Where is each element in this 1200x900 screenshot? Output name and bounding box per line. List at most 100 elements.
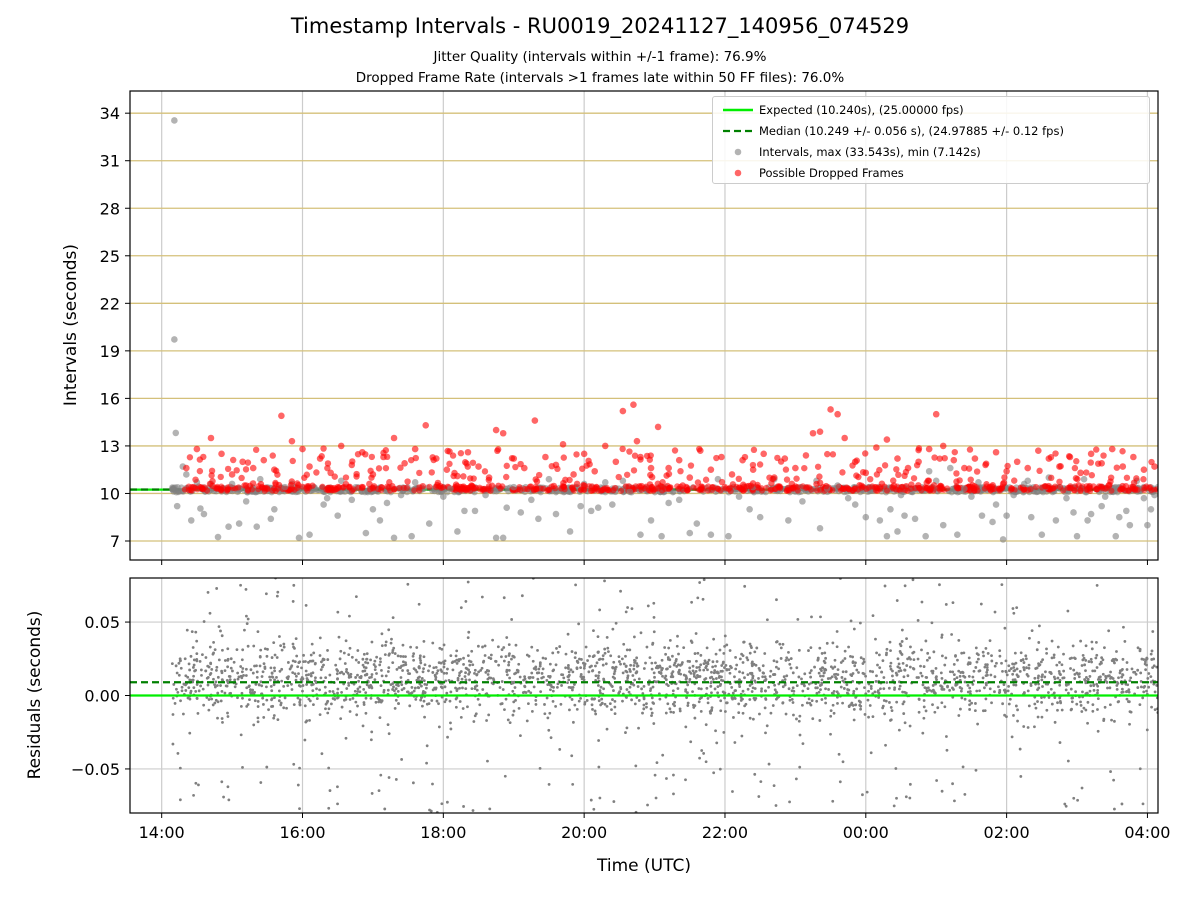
residual-point (668, 665, 672, 669)
residual-point (231, 669, 234, 673)
dropped-frame-point (252, 446, 260, 454)
dropped-frame-point (1004, 462, 1011, 470)
dropped-frame-point (925, 445, 933, 453)
dropped-frame-point (521, 485, 528, 493)
interval-point (1147, 505, 1155, 513)
dropped-frame-point (727, 487, 734, 494)
residual-point (279, 703, 283, 707)
residual-point (740, 652, 743, 656)
interval-point (594, 504, 602, 512)
residual-point (321, 665, 324, 669)
residual-point (219, 629, 222, 633)
residual-point (894, 671, 898, 675)
interval-point (989, 518, 996, 526)
residual-point (199, 668, 203, 672)
residual-point (270, 689, 274, 693)
residual-point (825, 641, 829, 645)
residual-point (1041, 658, 1045, 661)
residual-point (574, 651, 577, 655)
residual-point (442, 665, 446, 669)
residual-point (933, 710, 937, 714)
residual-point (244, 667, 248, 671)
dropped-frame-point (829, 486, 836, 494)
residual-point (935, 779, 939, 782)
residual-point (944, 656, 948, 660)
residual-point (789, 657, 793, 660)
dropped-frame-point (309, 482, 316, 489)
residual-point (353, 689, 357, 693)
residual-point (520, 594, 524, 598)
interval-point (707, 531, 715, 538)
residual-point (990, 701, 993, 705)
residual-point (370, 675, 373, 679)
dropped-frame-point (516, 483, 523, 491)
dropped-frame-point (460, 473, 467, 480)
residual-point (241, 648, 245, 652)
dropped-frame-point (342, 474, 350, 481)
residual-point (514, 671, 518, 675)
residual-point (932, 650, 936, 654)
dropped-frame-point (1071, 464, 1079, 472)
residual-point (993, 610, 997, 614)
interval-point (834, 482, 841, 489)
interval-point (968, 493, 975, 500)
residual-point (354, 595, 358, 598)
residual-point (195, 658, 199, 661)
dropped-frame-point (355, 484, 362, 491)
residual-point (1075, 671, 1079, 675)
residual-point (543, 703, 546, 706)
residual-point (958, 678, 962, 682)
residual-point (669, 710, 673, 714)
residual-point (220, 634, 224, 638)
residual-point (327, 806, 331, 810)
legend-label-expected: Expected (10.240s), (25.00000 fps) (759, 103, 964, 117)
residual-point (879, 687, 882, 691)
residual-point (422, 640, 426, 643)
residual-point (511, 713, 515, 717)
residual-point (269, 678, 272, 682)
residual-point (884, 743, 887, 747)
residual-point (384, 674, 388, 678)
dropped-frame-point (631, 452, 639, 459)
residual-point (790, 689, 794, 693)
dropped-frame-point (223, 487, 231, 494)
residual-point (1145, 689, 1148, 693)
residual-point (889, 706, 893, 709)
dropped-frame-point (788, 480, 796, 488)
residual-point (785, 674, 789, 678)
residual-point (635, 696, 639, 699)
residual-point (409, 645, 412, 649)
residual-point (1011, 662, 1014, 666)
residual-point (527, 676, 531, 679)
interval-point (256, 475, 264, 483)
residual-point (1040, 715, 1044, 719)
residual-point (347, 681, 350, 685)
residual-point (912, 650, 916, 654)
residual-point (276, 590, 280, 594)
residual-point (698, 668, 702, 672)
legend-line-expected (723, 108, 753, 112)
residual-point (874, 637, 877, 641)
residual-point (1052, 691, 1056, 695)
residual-point (951, 782, 954, 786)
residual-point (297, 661, 301, 665)
residual-point (343, 698, 346, 702)
interval-point (295, 534, 303, 542)
residual-point (252, 723, 256, 727)
residual-point (593, 709, 597, 713)
residual-point (568, 708, 571, 712)
residual-point (603, 651, 607, 655)
residual-point (464, 687, 468, 690)
residual-point (597, 674, 600, 678)
residual-point (1080, 786, 1084, 790)
residual-point (1027, 704, 1031, 708)
interval-point (183, 471, 190, 478)
residual-point (649, 707, 653, 711)
chart-subtitle-jitter: Jitter Quality (intervals within +/-1 fr… (433, 49, 767, 65)
residual-point (863, 686, 866, 690)
dropped-frame-point (601, 442, 609, 450)
residual-point (308, 659, 312, 663)
residual-point (926, 651, 930, 655)
residual-point (554, 663, 558, 667)
residual-point (1062, 676, 1066, 680)
